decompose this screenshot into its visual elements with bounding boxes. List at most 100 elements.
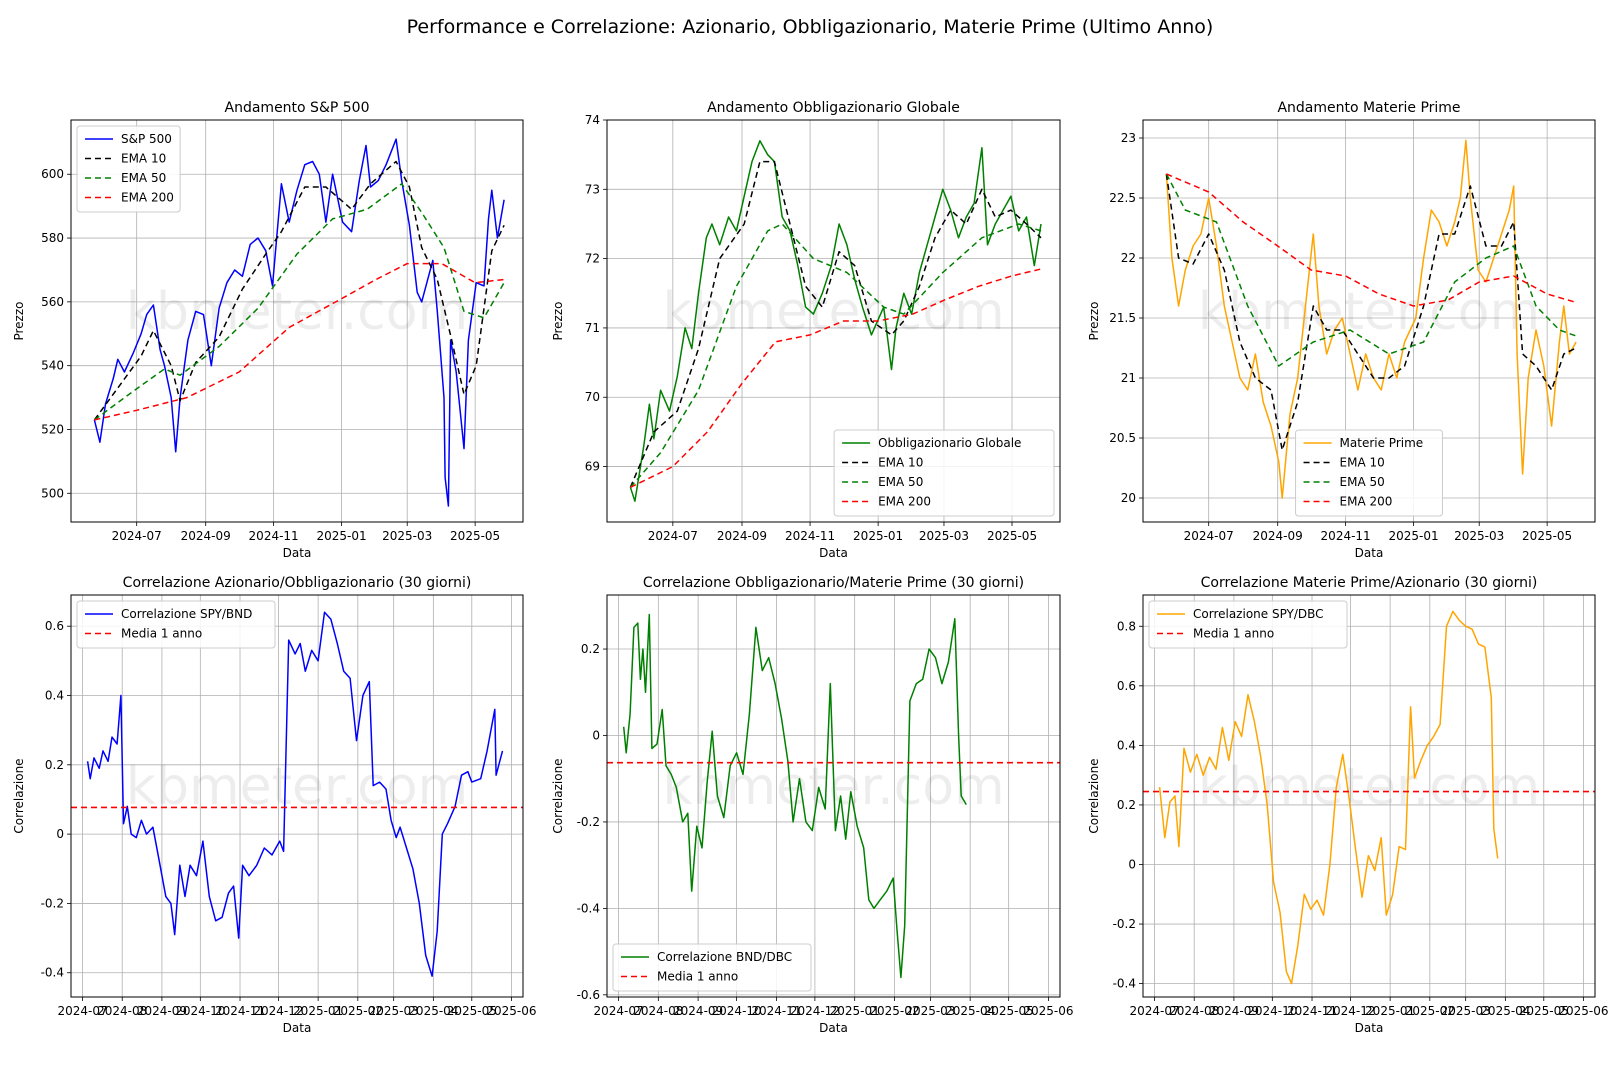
x-tick-label: 2025-02 (869, 1004, 919, 1018)
y-tick-label: 72 (585, 252, 600, 266)
x-tick-label: 2025-03 (382, 529, 432, 543)
y-tick-label: 0 (1128, 857, 1136, 871)
y-tick-label: 23 (1121, 131, 1136, 145)
y-axis-label: Correlazione (12, 758, 26, 833)
x-tick-label: 2024-07 (1129, 1004, 1179, 1018)
y-tick-label: 0.6 (45, 619, 64, 633)
x-tick-label: 2024-07 (112, 529, 162, 543)
series-line (1158, 610, 1499, 985)
plot-frame (70, 119, 524, 523)
chart-title: Andamento S&P 500 (225, 100, 370, 116)
x-tick-label: 2024-11 (785, 529, 835, 543)
x-tick-label: 2025-06 (1558, 1004, 1608, 1018)
y-tick-label: 0.4 (1117, 738, 1136, 752)
chart-spx: 2024-07 2024-09 2024-11 2025-01 2025-03 2025-… (12, 100, 524, 560)
y-tick-label: -0.2 (1113, 917, 1136, 931)
y-tick-label: 21.5 (1109, 311, 1136, 325)
legend-label: EMA 10 (878, 456, 923, 470)
chart-corr_spy_dbc: 2024-072024-082024-092024-102024-112024-… (1087, 575, 1609, 1035)
y-tick-label: -0.2 (577, 815, 600, 829)
y-tick-label: 520 (41, 422, 64, 436)
legend-box (76, 600, 276, 649)
x-tick-label: 2025-04 (945, 1004, 995, 1018)
series-line (1166, 173, 1577, 307)
x-tick-label: 2024-09 (673, 1004, 723, 1018)
series-line (86, 611, 504, 977)
watermark: kbmeter.com (126, 282, 468, 342)
x-tick-label: 2025-04 (408, 1004, 458, 1018)
legend-box (76, 125, 181, 213)
y-tick-label: 560 (41, 295, 64, 309)
y-tick-label: 600 (41, 167, 64, 181)
y-tick-label: -0.4 (577, 901, 600, 915)
x-tick-label: 2025-06 (486, 1004, 536, 1018)
x-tick-label: 2025-05 (1519, 1004, 1569, 1018)
series-line (1165, 139, 1577, 499)
series-line (93, 160, 505, 421)
y-tick-label: 20.5 (1109, 431, 1136, 445)
y-tick-label: 0.8 (1117, 619, 1136, 633)
x-tick-label: 2024-09 (1253, 529, 1303, 543)
x-tick-label: 2024-12 (1325, 1004, 1375, 1018)
chart-corr_spy_bnd: 2024-072024-082024-092024-102024-112024-… (12, 575, 537, 1035)
x-tick-label: 2025-04 (1480, 1004, 1530, 1018)
x-tick-label: 2024-11 (1287, 1004, 1337, 1018)
x-tick-label: 2024-11 (249, 529, 299, 543)
legend: Correlazione SPY/DBC Media 1 anno (1148, 600, 1348, 649)
legend-label: Correlazione SPY/DBC (1193, 607, 1324, 621)
x-axis-label: Data (283, 546, 312, 560)
x-tick-label: 2025-05 (984, 1004, 1034, 1018)
y-tick-label: 69 (585, 460, 600, 474)
x-tick-label: 2024-10 (712, 1004, 762, 1018)
x-axis-label: Data (1355, 546, 1384, 560)
x-tick-label: 2025-05 (447, 1004, 497, 1018)
x-tick-label: 2025-05 (987, 529, 1037, 543)
y-tick-label: 71 (585, 321, 600, 335)
x-tick-label: 2024-07 (57, 1004, 107, 1018)
figure-title: Performance e Correlazione: Azionario, O… (406, 16, 1214, 38)
x-tick-label: 2025-03 (1454, 529, 1504, 543)
watermark: kbmeter.com (662, 282, 1004, 342)
x-axis-label: Data (283, 1021, 312, 1035)
series-line (93, 138, 505, 507)
legend-label: EMA 10 (1340, 456, 1385, 470)
x-tick-label: 2024-08 (97, 1004, 147, 1018)
legend-box (833, 429, 1055, 517)
legend-label: EMA 50 (1340, 475, 1385, 489)
chart-title: Andamento Obbligazionario Globale (707, 100, 960, 116)
x-tick-label: 2024-08 (1169, 1004, 1219, 1018)
x-axis-label: Data (819, 546, 848, 560)
legend-label: Obbligazionario Globale (878, 436, 1021, 450)
legend-label: Media 1 anno (121, 627, 202, 641)
legend-label: EMA 50 (878, 475, 923, 489)
x-tick-label: 2025-05 (1522, 529, 1572, 543)
x-tick-label: 2025-01 (830, 1004, 880, 1018)
plot-frame (606, 594, 1061, 998)
legend-box (1295, 429, 1443, 517)
y-axis-label: Correlazione (551, 758, 565, 833)
y-tick-label: -0.4 (41, 966, 64, 980)
legend: Materie Prime EMA 10 EMA 50 EMA 200 (1295, 429, 1443, 517)
series-line (1165, 173, 1577, 367)
x-tick-label: 2024-09 (137, 1004, 187, 1018)
y-tick-label: 0.2 (45, 758, 64, 772)
legend: Correlazione SPY/BND Media 1 anno (76, 600, 276, 649)
plot-frame (606, 119, 1061, 523)
x-tick-label: 2025-02 (333, 1004, 383, 1018)
x-tick-label: 2024-09 (717, 529, 767, 543)
series-line (94, 262, 505, 421)
x-tick-label: 2025-01 (1365, 1004, 1415, 1018)
chart-title: Correlazione Azionario/Obbligazionario (… (123, 575, 472, 591)
y-tick-label: 0 (592, 728, 600, 742)
y-tick-label: 0.6 (1117, 679, 1136, 693)
legend: Correlazione BND/DBC Media 1 anno (612, 943, 812, 992)
x-tick-label: 2024-10 (1247, 1004, 1297, 1018)
legend-box (1148, 600, 1348, 649)
chart-corr_bnd_dbc: 2024-072024-082024-092024-102024-112024-… (551, 575, 1074, 1035)
x-tick-label: 2024-07 (1184, 529, 1234, 543)
legend-label: EMA 200 (1340, 495, 1393, 509)
legend-label: Media 1 anno (1193, 627, 1274, 641)
x-tick-label: 2024-08 (633, 1004, 683, 1018)
x-tick-label: 2025-03 (905, 1004, 955, 1018)
y-tick-label: 540 (41, 359, 64, 373)
